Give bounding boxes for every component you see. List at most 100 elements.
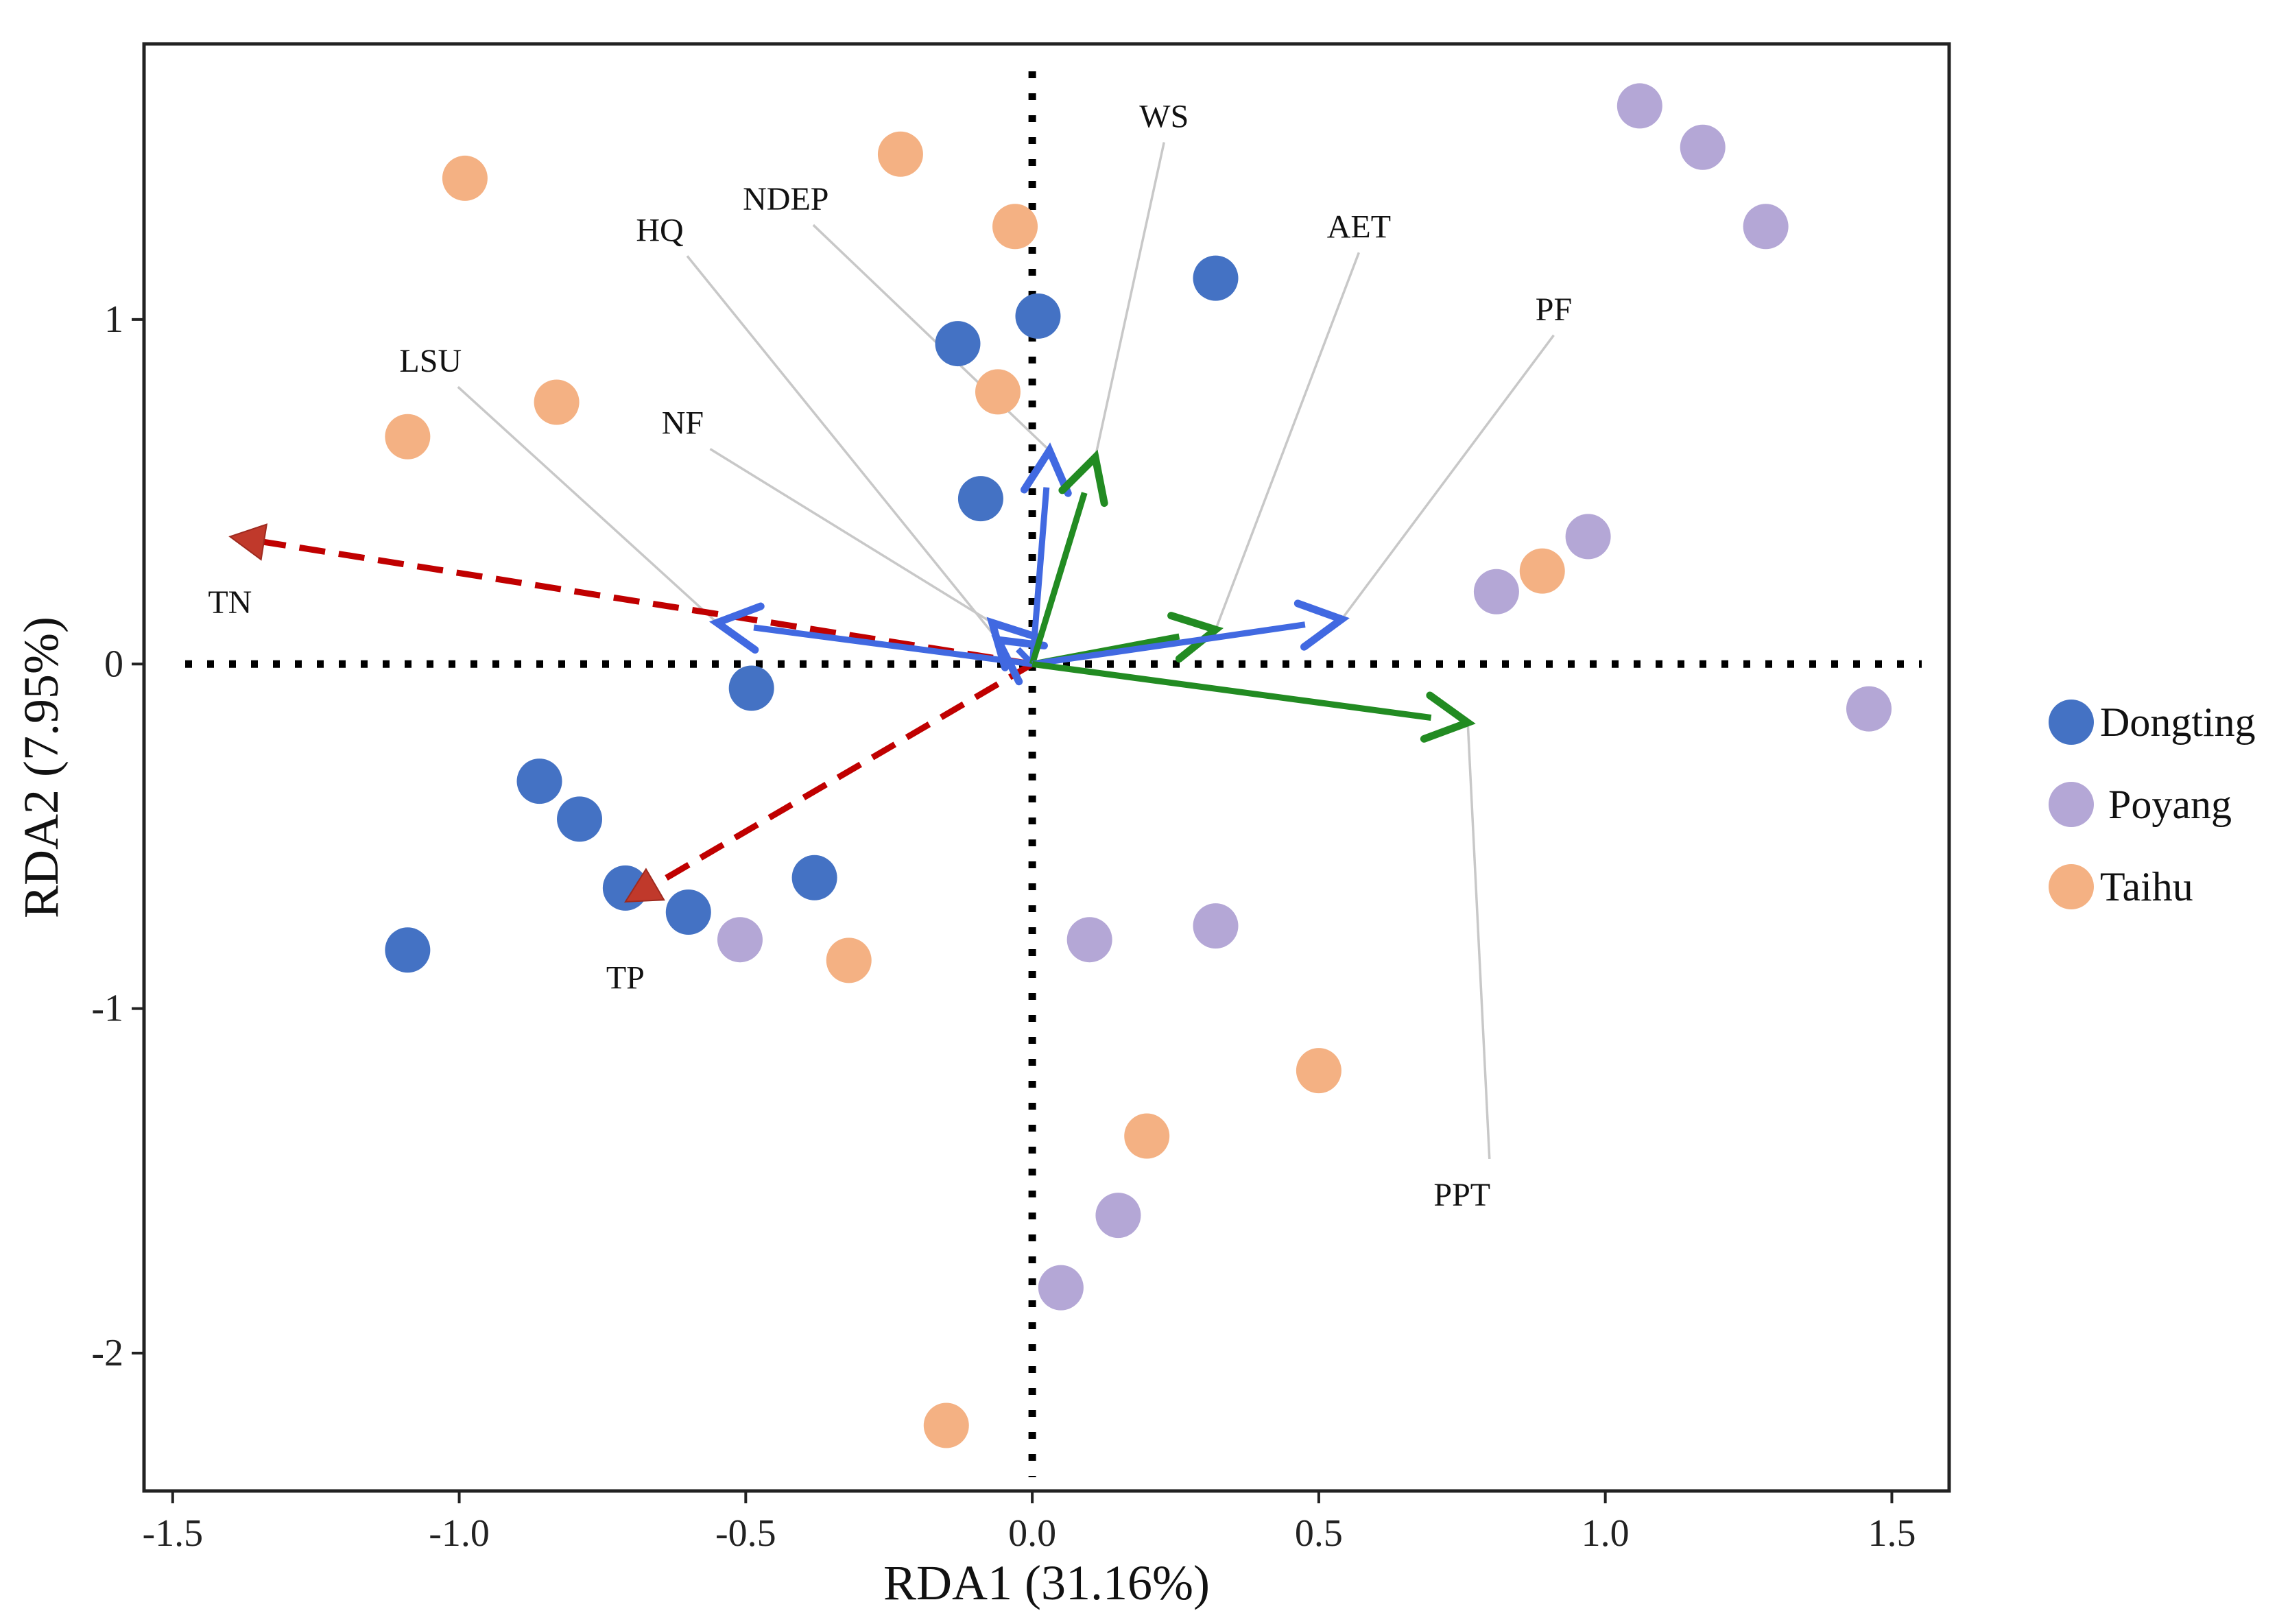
arrow-label-hq: HQ — [636, 212, 683, 248]
point-taihu — [1124, 1113, 1170, 1159]
point-dongting — [957, 476, 1003, 522]
point-poyang — [1846, 686, 1892, 732]
legend-swatch — [2049, 700, 2094, 745]
arrow-label-ws: WS — [1139, 99, 1189, 135]
point-dongting — [935, 321, 981, 367]
legend-item-poyang: Poyang — [2049, 782, 2232, 827]
arrow-tp — [623, 661, 1034, 903]
x-axis: -1.5 -1.0 -0.5 0.0 0.5 1.0 1.5 — [142, 1491, 1916, 1555]
arrow-head — [708, 602, 765, 654]
arrow-shaft — [1031, 621, 1306, 667]
point-poyang — [1193, 903, 1239, 949]
arrow-shaft — [649, 661, 1034, 889]
leader-line-lsu — [457, 385, 718, 624]
arrow-shaft — [753, 624, 1033, 667]
x-tick-label: 1.5 — [1868, 1512, 1916, 1555]
legend-label: Poyang — [2108, 782, 2232, 827]
arrow-shaft — [1031, 660, 1432, 721]
arrow-head — [1420, 691, 1476, 743]
point-taihu — [877, 131, 923, 177]
arrow-label-nf: NF — [662, 405, 704, 442]
point-poyang — [1473, 569, 1519, 614]
legend-item-taihu: Taihu — [2049, 864, 2193, 909]
legend-swatch — [2049, 782, 2094, 827]
legend-item-dongting: Dongting — [2049, 700, 2256, 745]
point-poyang — [1066, 917, 1112, 963]
arrow-head — [1293, 599, 1350, 651]
y-tick-label: 0 — [104, 643, 123, 685]
arrow-head — [228, 523, 268, 561]
leader-line-ndep — [812, 224, 1051, 452]
arrow-ws — [1029, 449, 1108, 665]
point-taihu — [923, 1402, 969, 1448]
point-taihu — [1296, 1048, 1341, 1094]
arrow-labels: TN TP LSU NF HQ NDEP WS AET PF PPT — [208, 99, 1572, 1213]
y-tick-label: -2 — [91, 1332, 123, 1374]
arrow-head — [1167, 612, 1224, 663]
point-poyang — [1743, 204, 1789, 250]
legend-label: Dongting — [2100, 700, 2256, 745]
x-tick-label: 1.0 — [1582, 1512, 1630, 1555]
point-dongting — [1193, 255, 1239, 301]
sample-points — [385, 83, 1892, 1448]
point-poyang — [717, 917, 763, 963]
arrow-ppt — [1031, 660, 1476, 743]
x-tick-label: -0.5 — [715, 1512, 776, 1555]
point-taihu — [992, 204, 1038, 250]
arrow-tn — [228, 523, 1033, 667]
leader-line-aet — [1214, 252, 1361, 630]
y-tick-label: -1 — [91, 988, 123, 1030]
point-taihu — [442, 155, 488, 201]
leader-line-nf — [709, 448, 993, 624]
legend-swatch — [2049, 864, 2094, 909]
arrow-pf — [1031, 599, 1350, 667]
plot-frame — [142, 42, 1951, 1493]
point-poyang — [1680, 124, 1726, 170]
arrow-lsu — [708, 602, 1033, 667]
point-dongting — [1015, 293, 1061, 339]
leader-line-hq — [686, 255, 999, 641]
point-dongting — [557, 796, 603, 842]
arrow-label-tn: TN — [208, 584, 252, 621]
point-dongting — [516, 759, 562, 804]
environment-arrows — [228, 442, 1476, 903]
plot-background — [144, 44, 1949, 1491]
arrow-label-pf: PF — [1536, 291, 1572, 328]
arrow-shaft — [1029, 492, 1088, 665]
x-tick-label: 0.0 — [1008, 1512, 1056, 1555]
leader-line-pf — [1340, 334, 1555, 621]
point-taihu — [1519, 548, 1565, 594]
arrow-label-aet: AET — [1327, 208, 1391, 245]
arrow-label-tp: TP — [606, 959, 645, 996]
y-axis: -2 -1 0 1 — [91, 298, 144, 1374]
arrow-label-ppt: PPT — [1433, 1177, 1490, 1213]
legend: Dongting Poyang Taihu — [2049, 700, 2256, 909]
legend-label: Taihu — [2100, 864, 2193, 909]
point-dongting — [791, 855, 837, 900]
arrow-ndep — [1020, 442, 1072, 665]
point-poyang — [1095, 1193, 1141, 1239]
point-taihu — [975, 369, 1021, 415]
arrow-label-ndep: NDEP — [743, 181, 828, 217]
point-poyang — [1565, 514, 1611, 560]
arrow-head — [991, 635, 1048, 686]
arrow-head — [1058, 449, 1108, 508]
point-taihu — [826, 938, 872, 983]
arrow-head — [1020, 442, 1072, 497]
arrow-label-lsu: LSU — [399, 343, 462, 379]
point-dongting — [728, 665, 774, 711]
x-tick-label: -1.0 — [429, 1512, 490, 1555]
leader-line-ws — [1094, 142, 1165, 458]
point-dongting — [385, 927, 431, 973]
point-taihu — [534, 379, 580, 425]
y-tick-label: 1 — [104, 298, 123, 341]
label-leader-lines — [457, 142, 1555, 1160]
x-axis-title: RDA1 (31.16%) — [883, 1555, 1210, 1610]
reference-lines — [185, 71, 1922, 1477]
y-axis-title: RDA2 (7.95%) — [14, 617, 69, 918]
x-tick-label: -1.5 — [142, 1512, 203, 1555]
leader-line-ppt — [1466, 722, 1491, 1160]
point-poyang — [1617, 83, 1662, 129]
arrow-shaft — [1029, 487, 1050, 665]
